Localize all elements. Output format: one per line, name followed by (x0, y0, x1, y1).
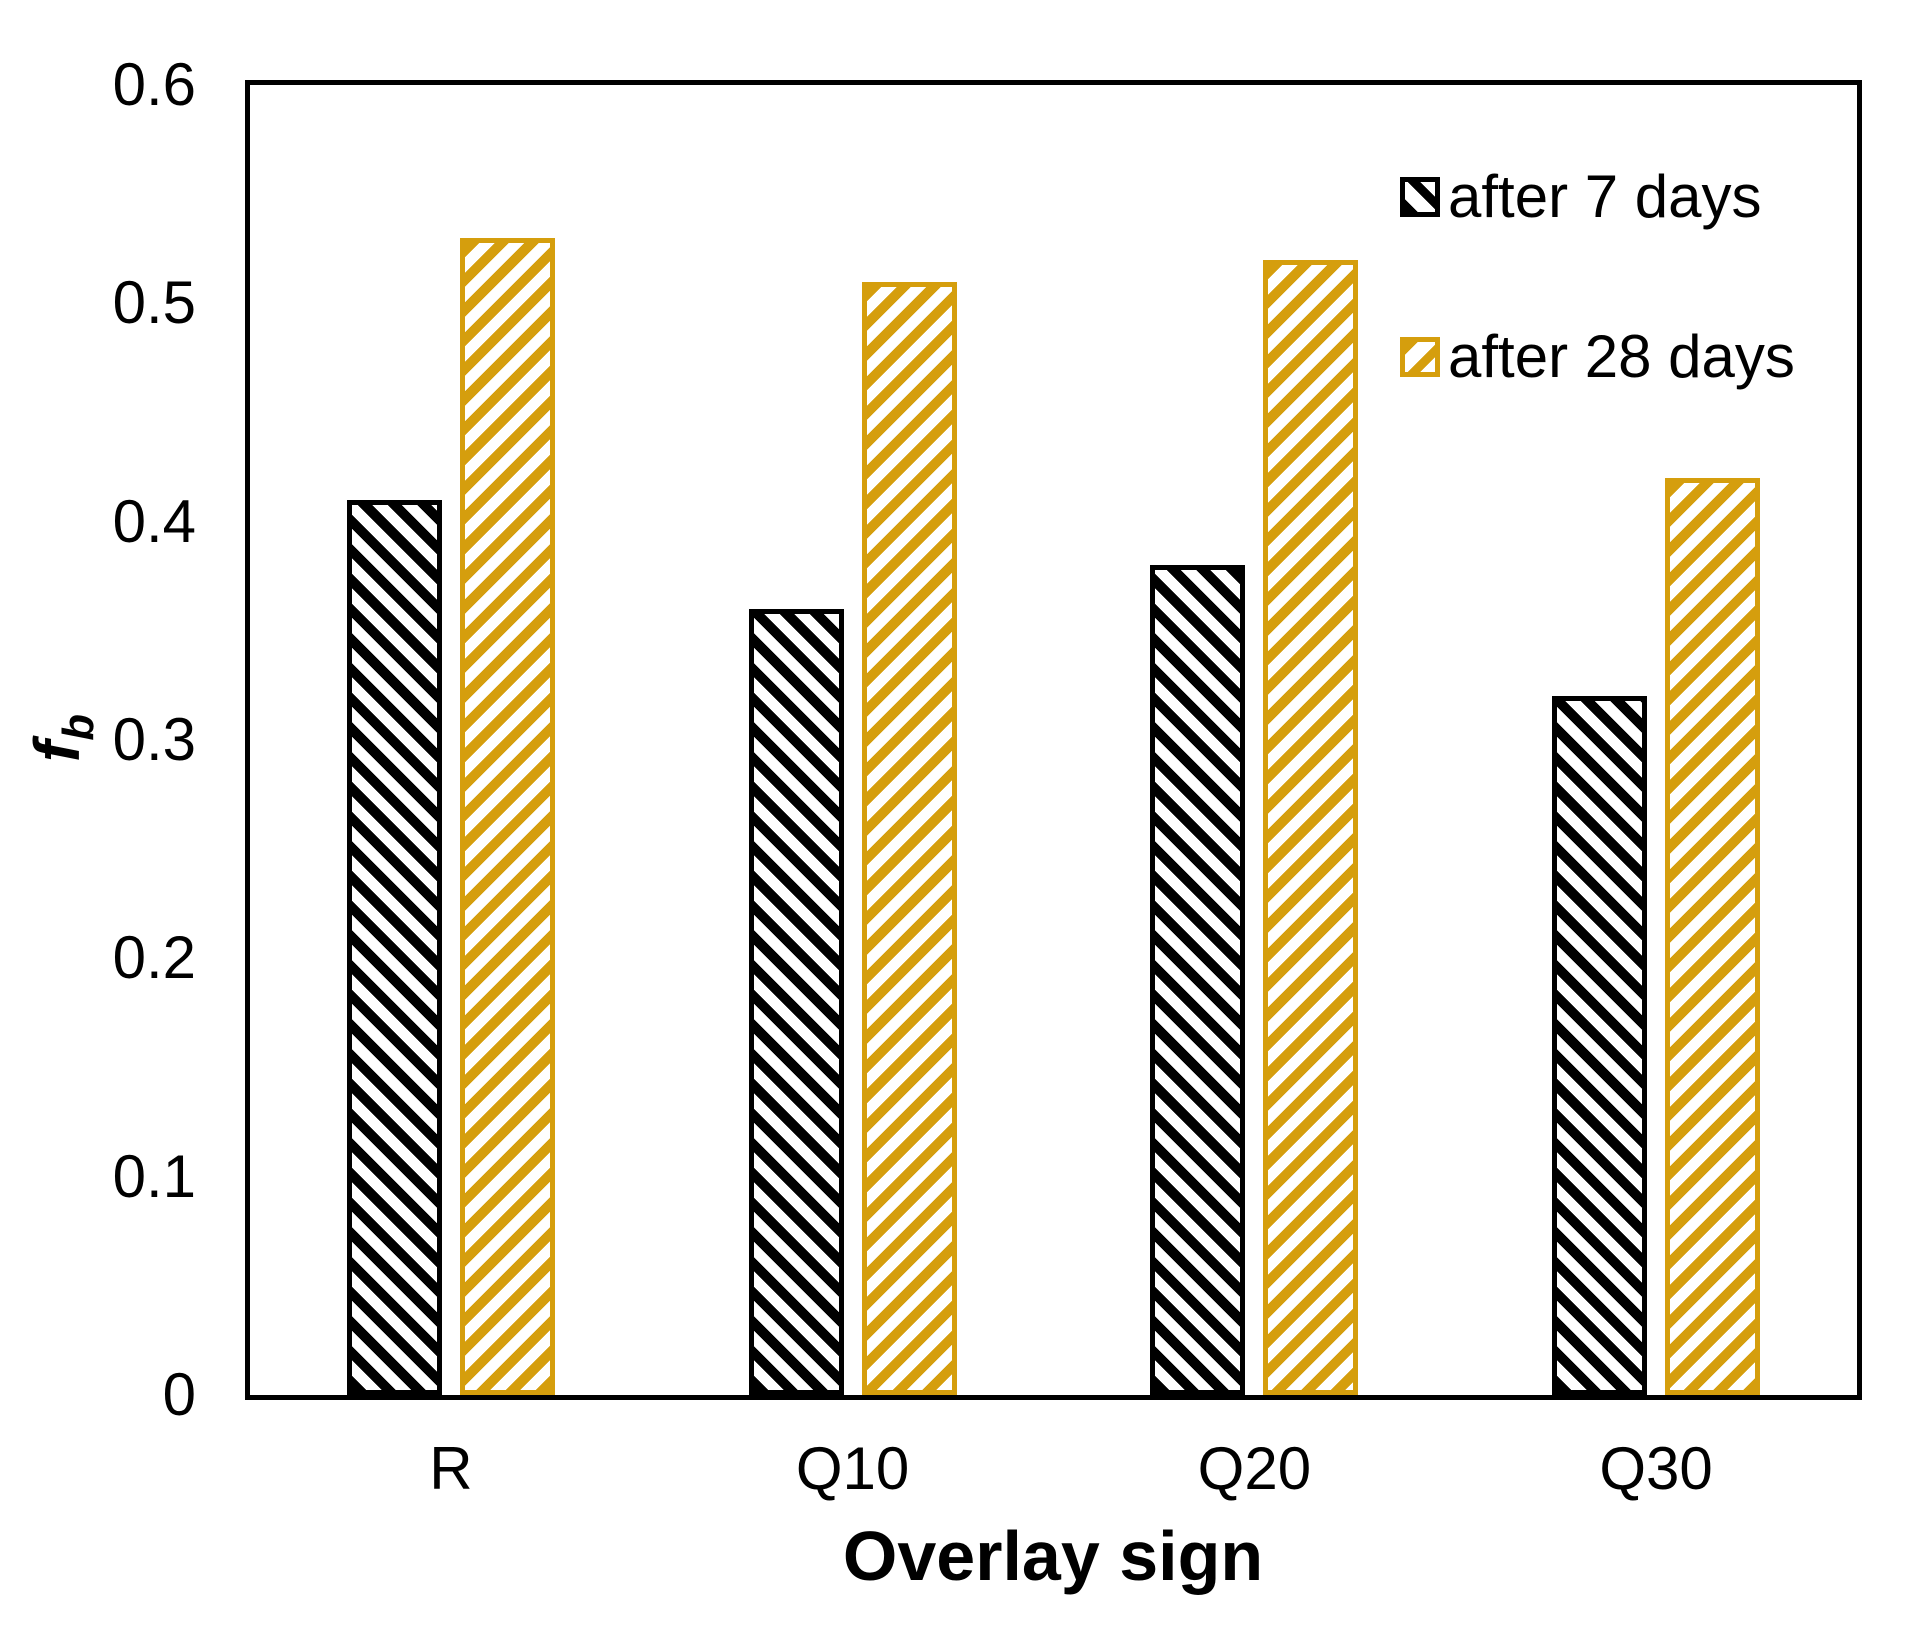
y-tick-label: 0.3 (112, 706, 196, 773)
bar-q20-after-7-days (1150, 565, 1246, 1395)
legend: after 7 days after 28 days (1400, 163, 1795, 390)
y-axis-title: fb (21, 714, 103, 762)
bar-q30-after-28-days (1665, 478, 1761, 1395)
plot-area (245, 80, 1862, 1400)
y-tick-label: 0.6 (112, 51, 196, 118)
x-category-label-q10: Q10 (795, 1435, 910, 1502)
legend-label: after 7 days (1448, 163, 1762, 230)
x-category-label-r: R (429, 1435, 473, 1502)
bar-r-after-7-days (346, 499, 442, 1395)
y-tick-label: 0 (162, 1361, 196, 1428)
y-tick-label: 0.5 (112, 269, 196, 337)
bar-q10-after-7-days (748, 609, 844, 1395)
y-tick-label: 0.4 (112, 487, 196, 555)
bar-r-after-28-days (459, 237, 555, 1395)
bar-q20-after-28-days (1263, 259, 1359, 1395)
x-category-label-q30: Q30 (1599, 1435, 1713, 1502)
y-tick-label: 0.2 (112, 924, 196, 992)
x-axis-title: Overlay sign (842, 1517, 1264, 1595)
bar-q10-after-28-days (861, 281, 957, 1395)
x-category-label-q20: Q20 (1197, 1435, 1312, 1502)
legend-hatch-swatch-icon (1400, 177, 1440, 217)
legend-hatch-swatch-icon (1400, 337, 1440, 377)
y-axis-title-subscript: b (54, 714, 103, 741)
y-tick-label: 0.1 (112, 1142, 196, 1210)
legend-item-after-7-days: after 7 days (1400, 163, 1795, 230)
legend-item-after-28-days: after 28 days (1400, 323, 1795, 390)
bar-q30-after-7-days (1552, 696, 1648, 1395)
y-axis-title-base: f (21, 740, 93, 762)
legend-label: after 28 days (1448, 323, 1795, 390)
